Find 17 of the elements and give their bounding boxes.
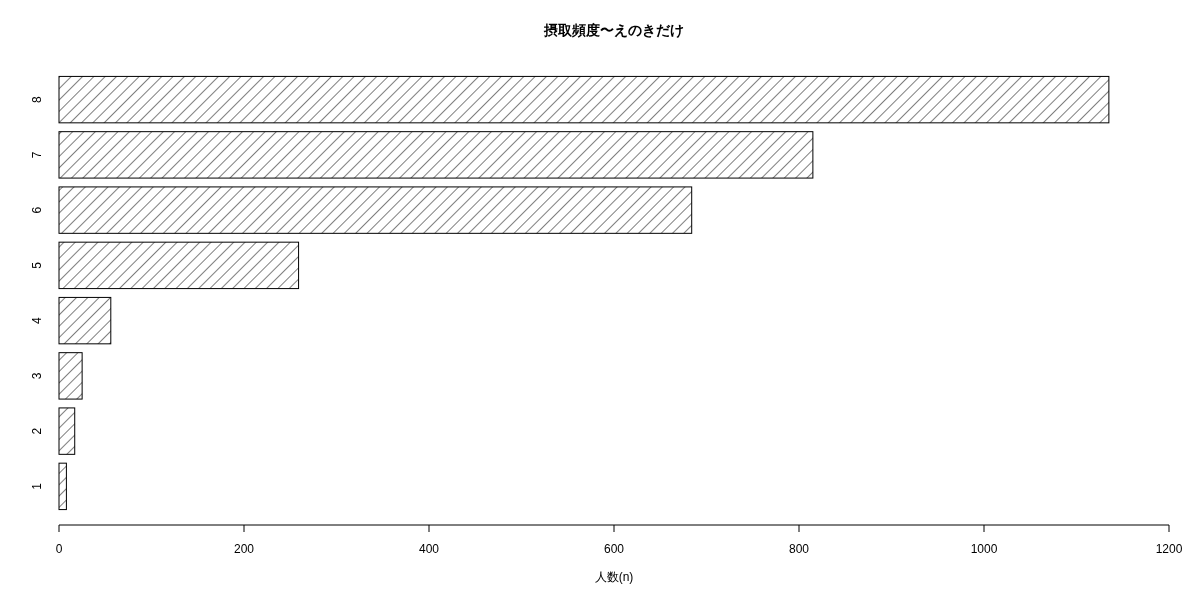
y-tick-label: 4 [30, 316, 44, 324]
y-tick-label: 2 [30, 427, 44, 435]
x-tick-label: 1200 [1155, 542, 1183, 556]
chart-title: 摂取頻度〜えのきだけ [543, 22, 684, 38]
y-tick-label: 3 [30, 372, 44, 380]
x-tick-label: 400 [418, 542, 440, 556]
x-tick-label: 200 [233, 542, 255, 556]
x-tick-label: 1000 [970, 542, 998, 556]
y-tick-label: 5 [30, 261, 44, 269]
y-tick-label: 8 [30, 95, 44, 103]
x-tick-label: 800 [788, 542, 810, 556]
y-tick-label: 7 [30, 151, 44, 159]
x-tick-label: 600 [603, 542, 625, 556]
x-tick-label: 0 [55, 542, 63, 556]
y-tick-label: 6 [30, 206, 44, 214]
y-tick-label: 1 [30, 482, 44, 490]
x-axis-title: 人数(n) [594, 570, 634, 584]
